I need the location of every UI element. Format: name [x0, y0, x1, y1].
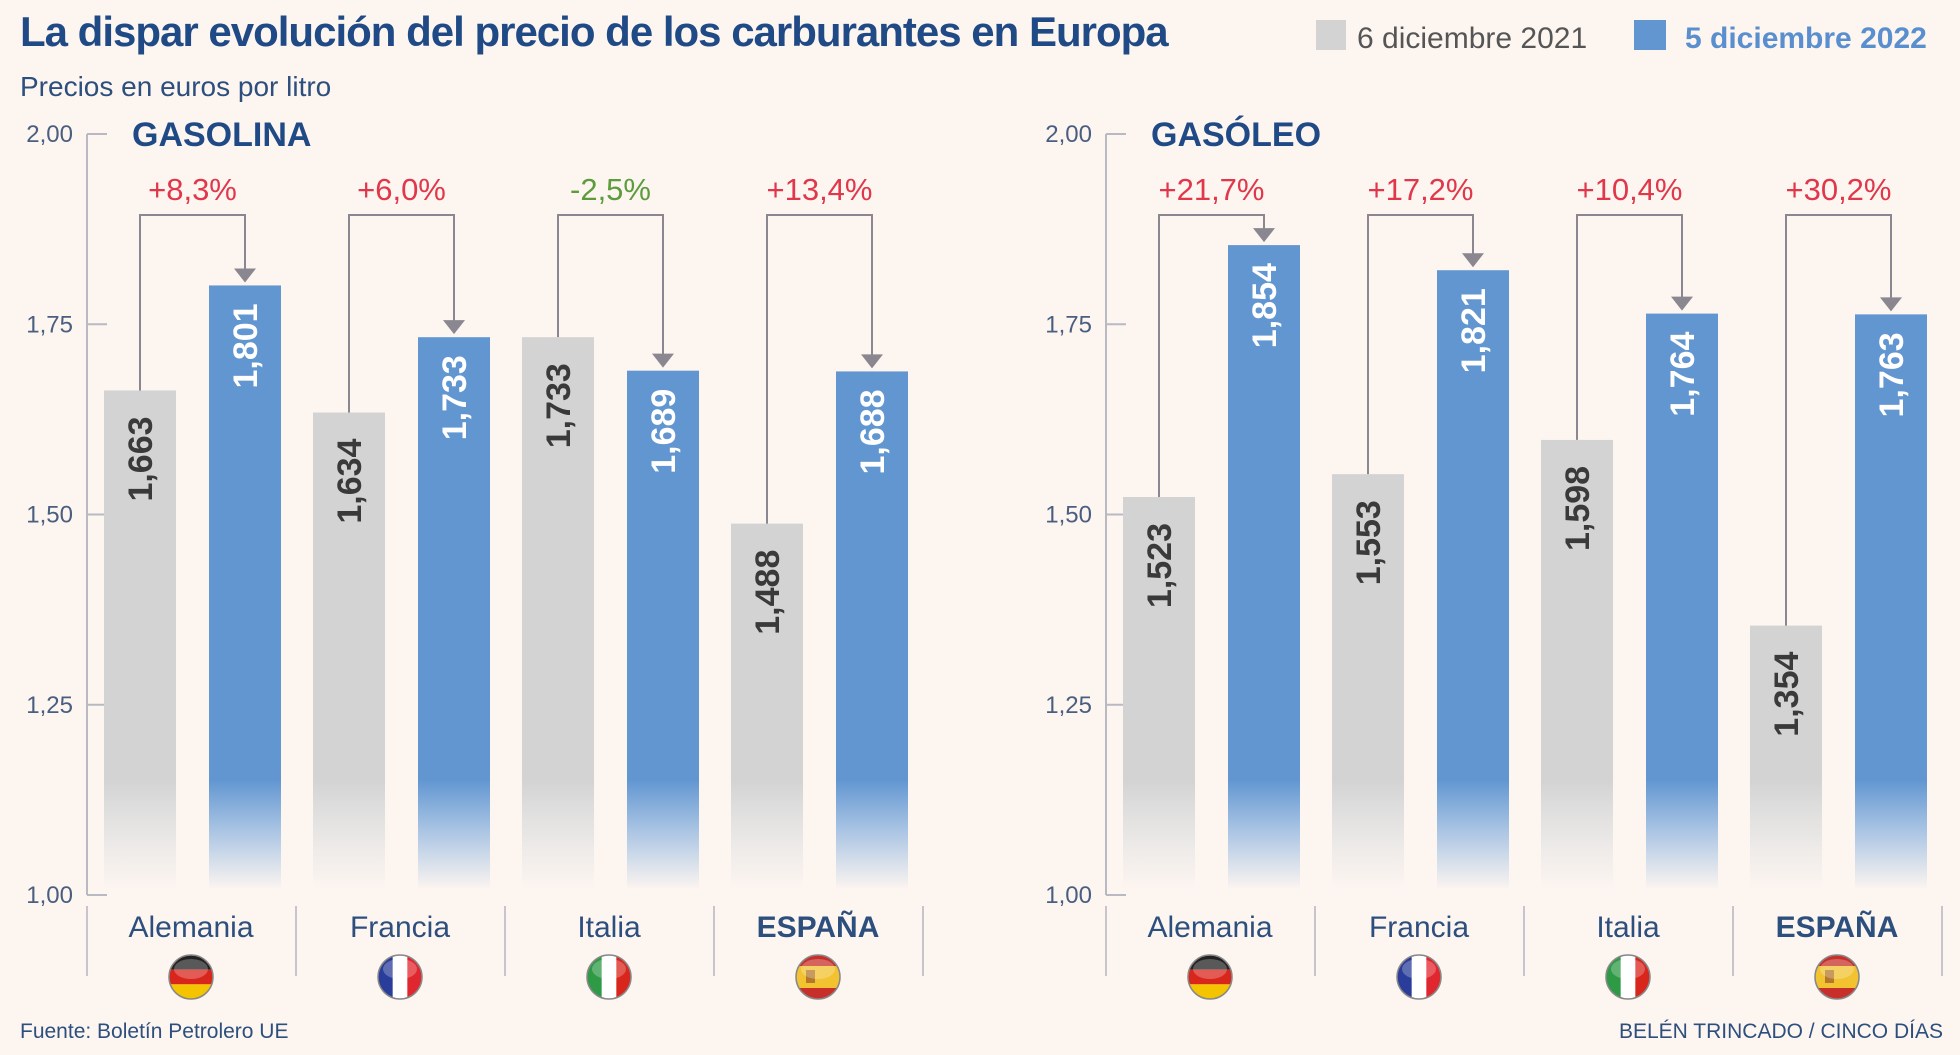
- legend-swatch-2022: [1634, 20, 1666, 50]
- bar-fade: [627, 780, 699, 890]
- legend-label-2022: 5 diciembre 2022: [1685, 22, 1927, 55]
- bar-value-label: 1,733: [540, 363, 578, 448]
- y-tick-label: 1,25: [26, 692, 73, 719]
- change-label: +6,0%: [357, 172, 446, 207]
- bar-value-label: 1,634: [331, 438, 369, 523]
- bar-value-label: 1,553: [1350, 500, 1388, 585]
- bar-fade: [1228, 780, 1300, 890]
- y-tick-label: 2,00: [1045, 121, 1092, 148]
- arrow-down-icon: [1462, 253, 1484, 268]
- bar-value-label: 1,663: [122, 416, 160, 501]
- change-label: +30,2%: [1785, 172, 1891, 207]
- arrow-down-icon: [234, 268, 256, 283]
- bar-value-label: 1,854: [1246, 263, 1284, 348]
- bar-fade: [836, 780, 908, 890]
- chart-title: La dispar evolución del precio de los ca…: [20, 8, 1169, 55]
- panel-title: GASOLINA: [132, 116, 311, 154]
- change-label: +13,4%: [766, 172, 872, 207]
- y-tick-label: 1,75: [26, 311, 73, 338]
- source-note: Fuente: Boletín Petrolero UE: [20, 1020, 288, 1043]
- bar-fade: [1437, 780, 1509, 890]
- arrow-down-icon: [1671, 296, 1693, 311]
- france-flag-icon: [1397, 955, 1441, 999]
- bar-fade: [522, 780, 594, 890]
- chart-subtitle: Precios en euros por litro: [20, 71, 331, 102]
- arrow-down-icon: [1880, 297, 1902, 312]
- credit-note: BELÉN TRINCADO / CINCO DÍAS: [1619, 1020, 1943, 1043]
- arrow-down-icon: [652, 353, 674, 368]
- bar-fade: [1855, 780, 1927, 890]
- bar-fade: [104, 780, 176, 890]
- legend-label-2021: 6 diciembre 2021: [1357, 22, 1587, 55]
- y-tick-label: 1,75: [1045, 311, 1092, 338]
- y-tick-label: 1,50: [26, 502, 73, 529]
- category-label: Alemania: [128, 911, 253, 944]
- bar-fade: [313, 780, 385, 890]
- change-bracket: [1158, 214, 1265, 497]
- bar-value-label: 1,764: [1664, 332, 1702, 417]
- bar-fade: [418, 780, 490, 890]
- category-label: ESPAÑA: [757, 910, 880, 944]
- change-bracket: [1785, 214, 1892, 626]
- bar-fade: [1646, 780, 1718, 890]
- change-label: -2,5%: [570, 172, 651, 207]
- y-tick-label: 1,25: [1045, 692, 1092, 719]
- bar-value-label: 1,354: [1768, 652, 1806, 737]
- change-bracket: [1576, 214, 1683, 440]
- bar-fade: [1123, 780, 1195, 890]
- change-label: +21,7%: [1158, 172, 1264, 207]
- legend-swatch-2021: [1316, 20, 1346, 50]
- change-label: +10,4%: [1576, 172, 1682, 207]
- spain-flag-icon: [1815, 955, 1859, 999]
- category-label: ESPAÑA: [1776, 910, 1899, 944]
- y-tick-label: 2,00: [26, 121, 73, 148]
- bar-fade: [1332, 780, 1404, 890]
- change-bracket: [348, 214, 455, 413]
- bar-fade: [1541, 780, 1613, 890]
- bar-value-label: 1,733: [436, 355, 474, 440]
- y-tick-label: 1,00: [26, 882, 73, 909]
- bar-value-label: 1,821: [1455, 288, 1493, 373]
- bar-value-label: 1,598: [1559, 466, 1597, 551]
- category-label: Alemania: [1147, 911, 1272, 944]
- arrow-down-icon: [1253, 228, 1275, 243]
- change-bracket: [139, 214, 246, 391]
- spain-flag-icon: [796, 955, 840, 999]
- category-label: Italia: [1596, 911, 1660, 944]
- bar-value-label: 1,801: [227, 303, 265, 388]
- y-tick-label: 1,50: [1045, 502, 1092, 529]
- bar-value-label: 1,488: [749, 550, 787, 635]
- y-tick-label: 1,00: [1045, 882, 1092, 909]
- category-label: Francia: [1369, 911, 1469, 944]
- bar-value-label: 1,763: [1873, 332, 1911, 417]
- change-bracket: [1367, 214, 1474, 475]
- category-label: Francia: [350, 911, 450, 944]
- panel-title: GASÓLEO: [1151, 116, 1321, 154]
- bar-fade: [731, 780, 803, 890]
- change-label: +17,2%: [1367, 172, 1473, 207]
- arrow-down-icon: [443, 320, 465, 335]
- change-label: +8,3%: [148, 172, 237, 207]
- bar-value-label: 1,689: [645, 389, 683, 474]
- change-bracket: [557, 214, 664, 355]
- bar-fade: [1750, 780, 1822, 890]
- arrow-down-icon: [861, 354, 883, 369]
- category-label: Italia: [577, 911, 641, 944]
- panel-0: 1,00 1,25 1,50 1,75 2,00 GASOLINA 1,663 1,801 +8…: [26, 116, 924, 1000]
- bar-value-label: 1,523: [1141, 523, 1179, 608]
- bar-value-label: 1,688: [854, 389, 892, 474]
- bar-fade: [209, 780, 281, 890]
- panel-1: 1,00 1,25 1,50 1,75 2,00 GASÓLEO 1,523 1,854 +21…: [1045, 116, 1943, 1000]
- change-bracket: [766, 214, 873, 524]
